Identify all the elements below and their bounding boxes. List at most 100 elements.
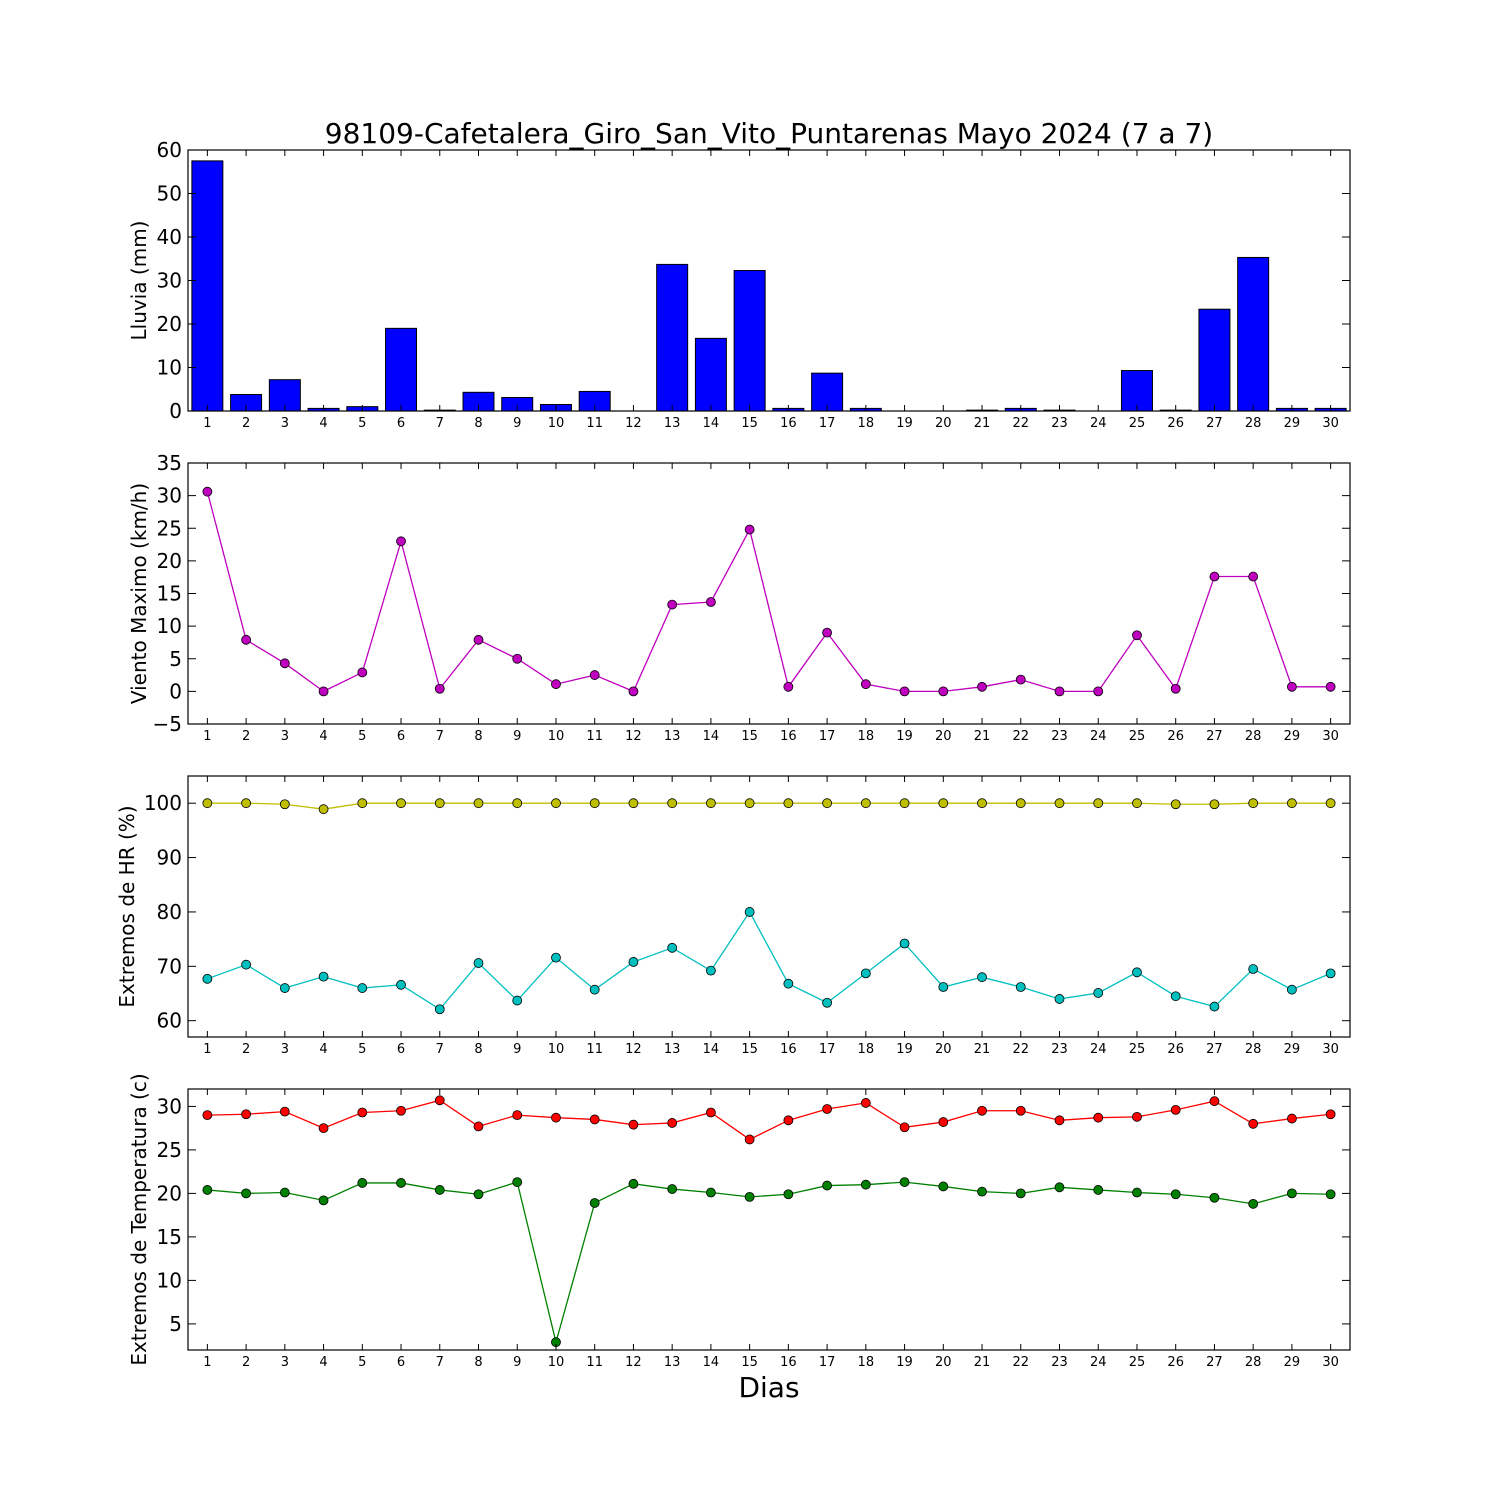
- y-tick-label: 100: [144, 791, 182, 815]
- x-tick-label: 21: [974, 1042, 991, 1057]
- axes-frame: [187, 1088, 1351, 1351]
- x-tick-label: 3: [281, 416, 289, 431]
- series-1-point-day-23: [1054, 686, 1065, 697]
- series-2-point-day-3: [279, 983, 290, 993]
- series-1-point-day-5: [357, 1107, 368, 1118]
- x-tick-label: 25: [1129, 1042, 1146, 1057]
- x-tick-label: 17: [819, 416, 836, 431]
- series-2-point-day-26: [1170, 991, 1181, 1002]
- x-tick-label: 7: [436, 729, 444, 744]
- x-tick-label: 21: [974, 416, 991, 431]
- y-tick-label: 70: [157, 954, 182, 978]
- x-tick-label: 7: [436, 1355, 444, 1370]
- series-1-point-day-15: [744, 798, 755, 809]
- series-2-point-day-19: [899, 1177, 910, 1187]
- series-2-point-day-11: [589, 984, 600, 995]
- x-tick-label: 7: [436, 1042, 444, 1057]
- y-tick-label: 0: [169, 399, 182, 423]
- x-tick-label: 18: [858, 1355, 875, 1370]
- x-tick-label: 19: [896, 416, 913, 431]
- x-tick-label: 12: [625, 1355, 642, 1370]
- x-tick-label: 29: [1284, 1042, 1301, 1057]
- x-tick-label: 15: [741, 1042, 758, 1057]
- x-tick-label: 20: [935, 729, 952, 744]
- series-line-1: [207, 1099, 1331, 1141]
- x-tick-label: 4: [319, 1355, 327, 1370]
- series-2-point-day-15: [744, 1191, 755, 1202]
- series-2-point-day-17: [822, 997, 832, 1008]
- series-2-point-day-20: [938, 982, 949, 992]
- series-1-point-day-3: [279, 658, 290, 669]
- series-1-point-day-9: [512, 798, 523, 809]
- y-tick-label: 30: [157, 484, 182, 508]
- y-axis-label: Extremos de Temperatura (c): [127, 1073, 151, 1365]
- series-2-point-day-6: [396, 1178, 406, 1188]
- x-tick-label: 14: [703, 1042, 720, 1057]
- x-tick-label: 9: [513, 416, 521, 431]
- figure-title: 98109-Cafetalera_Giro_San_Vito_Puntarena…: [325, 117, 1213, 150]
- series-2-point-day-18: [860, 1179, 871, 1190]
- series-1-point-day-8: [473, 798, 484, 809]
- series-line-2: [207, 910, 1331, 1011]
- series-2-point-day-16: [783, 1189, 794, 1200]
- x-tick-label: 11: [586, 729, 603, 744]
- series-1-point-day-27: [1209, 571, 1220, 582]
- x-tick-label: 8: [474, 1042, 482, 1057]
- series-1-point-day-12: [628, 1119, 639, 1130]
- x-tick-label: 21: [974, 1355, 991, 1370]
- x-tick-label: 1: [203, 729, 211, 744]
- series-1-point-day-16: [783, 681, 794, 692]
- x-tick-label: 17: [819, 1355, 836, 1370]
- series-1-point-day-30: [1325, 798, 1336, 809]
- series-line-1: [206, 491, 1331, 693]
- x-tick-label: 1: [203, 1042, 211, 1057]
- series-1-point-day-10: [551, 1112, 561, 1123]
- x-tick-label: 28: [1245, 729, 1262, 744]
- x-tick-label: 13: [664, 1355, 681, 1370]
- x-tick-label: 5: [358, 1355, 366, 1370]
- series-2-point-day-23: [1054, 1182, 1065, 1193]
- series-1-point-day-14: [706, 597, 716, 607]
- series-1-point-day-15: [744, 1134, 755, 1145]
- series-2-point-day-1: [202, 973, 213, 984]
- series-1-point-day-27: [1209, 1096, 1220, 1107]
- x-tick-label: 16: [780, 729, 797, 744]
- series-1-point-day-21: [977, 681, 987, 692]
- x-tick-label: 19: [896, 729, 913, 744]
- x-tick-label: 23: [1051, 416, 1068, 431]
- series-2-point-day-14: [706, 965, 716, 976]
- series-1-point-day-20: [938, 1117, 949, 1127]
- y-tick-label: 90: [157, 846, 182, 870]
- series-1-point-day-30: [1325, 1109, 1336, 1120]
- series-1-point-day-5: [357, 667, 368, 678]
- y-tick-label: 40: [157, 225, 182, 249]
- x-tick-label: 29: [1284, 729, 1301, 744]
- series-1-point-day-18: [860, 679, 871, 690]
- series-1-point-day-9: [512, 1110, 523, 1120]
- y-tick-label: 30: [157, 1094, 182, 1118]
- series-1-point-day-6: [396, 1105, 406, 1116]
- series-1-point-day-4: [318, 686, 329, 697]
- series-1-point-day-26: [1170, 799, 1181, 810]
- x-tick-label: 1: [203, 1355, 211, 1370]
- series-1-point-day-11: [589, 670, 600, 680]
- series-2-point-day-7: [434, 1185, 445, 1195]
- series-2-point-day-29: [1287, 1188, 1297, 1199]
- series-1-point-day-19: [899, 686, 910, 697]
- y-tick-label: −5: [153, 712, 182, 736]
- x-tick-label: 13: [664, 729, 681, 744]
- x-tick-label: 28: [1245, 416, 1262, 431]
- series-1-point-day-24: [1093, 1112, 1104, 1123]
- x-tick-label: 10: [548, 416, 565, 431]
- bar-day-15: [733, 270, 766, 412]
- series-2-point-day-12: [628, 957, 639, 967]
- y-tick-label: 20: [157, 312, 182, 336]
- series-1-point-day-6: [396, 536, 406, 547]
- series-1-point-day-4: [318, 1123, 329, 1134]
- x-tick-label: 18: [858, 729, 875, 744]
- series-1-point-day-24: [1093, 798, 1104, 809]
- series-2-point-day-26: [1170, 1189, 1181, 1200]
